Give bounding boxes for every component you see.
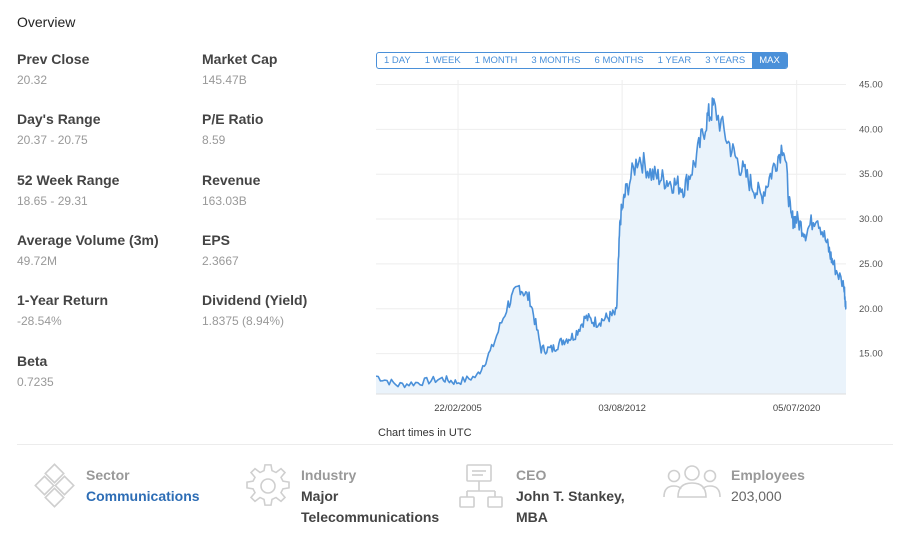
info-value: Major <box>301 488 339 504</box>
stat-1-year-return: 1-Year Return -28.54% <box>17 291 187 330</box>
stat-label: Market Cap <box>202 51 278 67</box>
x-tick-label: 05/07/2020 <box>773 403 821 414</box>
stat-value: 2.3667 <box>202 254 239 268</box>
y-tick-label: 35.00 <box>859 169 883 180</box>
stat-label: P/E Ratio <box>202 111 264 127</box>
info-label: Employees <box>731 467 805 483</box>
stat-value: 1.8375 (8.94%) <box>202 314 285 328</box>
sector-link[interactable]: Communications <box>86 488 200 504</box>
y-tick-label: 40.00 <box>859 124 883 135</box>
stat-average-volume: Average Volume (3m) 49.72M <box>17 231 187 270</box>
info-value-line2: MBA <box>516 509 548 525</box>
chart-times-note: Chart times in UTC <box>378 427 472 439</box>
info-label: CEO <box>516 467 547 483</box>
stat-prev-close: Prev Close 20.32 <box>17 50 187 89</box>
range-button-3-months[interactable]: 3 MONTHS <box>531 55 581 66</box>
stat-value: 145.47B <box>202 73 247 87</box>
y-tick-label: 15.00 <box>859 349 883 360</box>
info-value: John T. Stankey, <box>516 488 625 504</box>
info-label: Sector <box>86 467 130 483</box>
stat-value: 0.7235 <box>17 375 54 389</box>
price-chart[interactable]: 45.00 40.00 35.00 30.00 25.00 20.00 15.00 22/02… <box>376 80 888 420</box>
stat-52-week-range: 52 Week Range 18.65 - 29.31 <box>17 171 187 210</box>
stat-value: 49.72M <box>17 254 58 268</box>
ceo-org-chart-icon <box>459 464 503 508</box>
stat-value: 20.32 <box>17 73 48 87</box>
range-button-1-day[interactable]: 1 DAY <box>384 55 411 66</box>
range-button-6-months[interactable]: 6 MONTHS <box>594 55 644 66</box>
stat-dividend-yield: Dividend (Yield) 1.8375 (8.94%) <box>202 291 372 330</box>
stat-label: 52 Week Range <box>17 172 120 188</box>
y-tick-label: 30.00 <box>859 214 883 225</box>
range-button-3-years[interactable]: 3 YEARS <box>705 55 746 66</box>
stat-value: -28.54% <box>17 314 62 328</box>
range-button-max[interactable]: MAX <box>752 53 787 68</box>
stat-eps: EPS 2.3667 <box>202 231 372 270</box>
stat-value: 163.03B <box>202 194 247 208</box>
x-tick-label: 22/02/2005 <box>434 403 482 414</box>
section-divider <box>17 444 893 445</box>
stat-label: 1-Year Return <box>17 292 109 308</box>
stat-label: Dividend (Yield) <box>202 292 308 308</box>
range-button-1-week[interactable]: 1 WEEK <box>424 55 461 66</box>
overview-title: Overview <box>17 14 76 30</box>
stat-beta: Beta 0.7235 <box>17 352 187 391</box>
sector-icon <box>34 463 75 508</box>
stat-label: Average Volume (3m) <box>17 232 159 248</box>
stat-label: Prev Close <box>17 51 90 67</box>
y-tick-label: 20.00 <box>859 304 883 315</box>
info-value: 203,000 <box>731 488 782 504</box>
stat-value: 20.37 - 20.75 <box>17 133 88 147</box>
stat-label: Revenue <box>202 172 261 188</box>
stat-days-range: Day's Range 20.37 - 20.75 <box>17 110 187 149</box>
range-button-1-year[interactable]: 1 YEAR <box>657 55 692 66</box>
y-tick-label: 45.00 <box>859 80 883 90</box>
info-label: Industry <box>301 467 357 483</box>
price-area-fill <box>376 98 846 394</box>
stat-value: 18.65 - 29.31 <box>17 194 88 208</box>
stat-label: Day's Range <box>17 111 101 127</box>
x-tick-label: 03/08/2012 <box>598 403 646 414</box>
industry-gear-icon <box>246 464 290 506</box>
range-button-1-month[interactable]: 1 MONTH <box>474 55 518 66</box>
info-value-line2: Telecommunications <box>301 509 440 525</box>
employees-icon <box>663 465 721 498</box>
stat-pe-ratio: P/E Ratio 8.59 <box>202 110 372 149</box>
y-tick-label: 25.00 <box>859 259 883 270</box>
stat-label: Beta <box>17 353 48 369</box>
stat-label: EPS <box>202 232 231 248</box>
stat-value: 8.59 <box>202 133 226 147</box>
stat-revenue: Revenue 163.03B <box>202 171 372 210</box>
price-line <box>376 97 847 389</box>
chart-range-selector: 1 DAY 1 WEEK 1 MONTH 3 MONTHS 6 MONTHS 1… <box>376 52 788 69</box>
stat-market-cap: Market Cap 145.47B <box>202 50 372 89</box>
